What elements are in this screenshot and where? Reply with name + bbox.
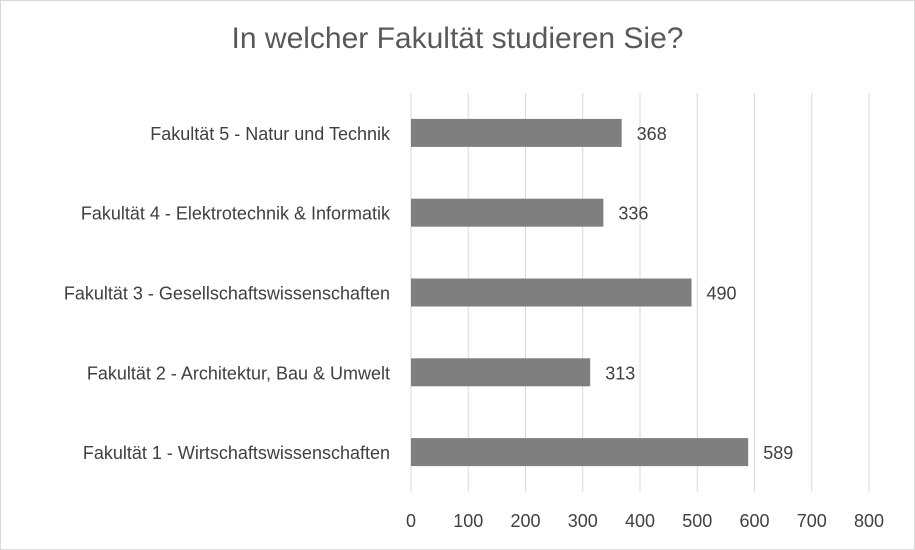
category-label: Fakultät 4 - Elektrotechnik & Informatik xyxy=(81,204,391,224)
bar xyxy=(411,118,622,147)
category-label: Fakultät 2 - Architektur, Bau & Umwelt xyxy=(87,363,390,383)
data-label: 490 xyxy=(707,284,737,304)
bar xyxy=(411,198,604,227)
data-label: 368 xyxy=(637,124,667,144)
x-tick-label: 400 xyxy=(625,511,655,531)
x-tick-label: 500 xyxy=(682,511,712,531)
category-label: Fakultät 3 - Gesellschaftswissenschaften xyxy=(64,284,390,304)
bars xyxy=(411,118,749,467)
chart-title: In welcher Fakultät studieren Sie? xyxy=(231,22,684,55)
category-label: Fakultät 5 - Natur und Technik xyxy=(150,124,391,144)
x-tick-label: 300 xyxy=(568,511,598,531)
x-tick-label: 700 xyxy=(797,511,827,531)
data-label: 336 xyxy=(618,204,648,224)
x-tick-label: 200 xyxy=(510,511,540,531)
category-label: Fakultät 1 - Wirtschaftswissenschaften xyxy=(83,443,390,463)
x-tick-label: 0 xyxy=(406,511,416,531)
labels: 0 100 200 300 400 500 600 700 800 589 Fakultät 1 -… xyxy=(64,124,884,531)
bar xyxy=(411,278,692,307)
bar xyxy=(411,358,591,387)
data-label: 589 xyxy=(763,443,793,463)
x-tick-label: 800 xyxy=(854,511,884,531)
x-tick-label: 100 xyxy=(453,511,483,531)
data-label: 313 xyxy=(605,363,635,383)
bar xyxy=(411,438,749,467)
x-tick-label: 600 xyxy=(739,511,769,531)
